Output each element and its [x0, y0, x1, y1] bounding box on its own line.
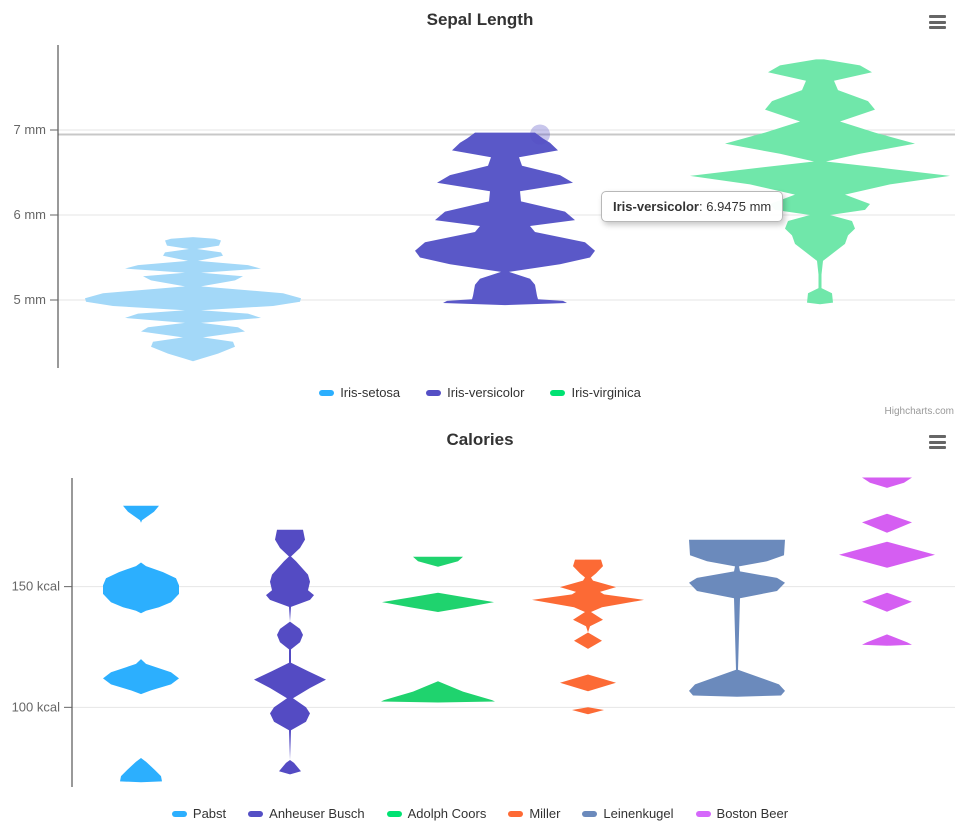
violin-plot-sepal-length: 7 mm 6 mm 5 mm [14, 45, 955, 368]
hamburger-icon [929, 435, 946, 438]
legend-swatch [248, 810, 264, 817]
legend-item-miller[interactable]: Miller [508, 806, 560, 821]
legend-item-iris-setosa[interactable]: Iris-setosa [319, 385, 400, 400]
chart-calories: Calories 150 kcal 100 kcal Pabst Anheuser … [0, 420, 960, 823]
legend-swatch [426, 389, 442, 396]
chart-menu-button[interactable] [929, 15, 946, 29]
violin-iris-versicolor[interactable] [415, 132, 595, 306]
tooltip: Iris-versicolor: 6.9475 mm [601, 191, 784, 222]
legend-label: Adolph Coors [407, 806, 487, 821]
tooltip-value: : 6.9475 mm [699, 199, 772, 214]
y-axis-label: 6 mm [14, 207, 47, 222]
legend-label: Iris-setosa [340, 385, 401, 400]
legend-label: Miller [529, 806, 561, 821]
legend-item-adolph-coors[interactable]: Adolph Coors [386, 806, 487, 821]
hamburger-icon [929, 446, 946, 449]
violin-iris-setosa[interactable] [85, 237, 301, 362]
hover-point-marker [530, 124, 550, 145]
hamburger-icon [929, 26, 946, 29]
y-axis-label: 100 kcal [12, 699, 61, 714]
legend-item-leinenkugel[interactable]: Leinenkugel [582, 806, 674, 821]
legend-label: Iris-virginica [571, 385, 641, 400]
legend-item-boston-beer[interactable]: Boston Beer [695, 806, 789, 821]
violin-pabst[interactable] [103, 505, 179, 783]
legend-swatch [508, 810, 524, 817]
violin-plot-calories: 150 kcal 100 kcal [12, 477, 955, 787]
violin-miller[interactable] [532, 559, 644, 715]
violin-leinenkugel[interactable] [689, 539, 785, 697]
legend-swatch [171, 810, 187, 817]
violin-iris-virginica[interactable] [690, 59, 950, 305]
legend: Iris-setosa Iris-versicolor Iris-virginica [0, 385, 960, 400]
hamburger-icon [929, 440, 946, 444]
highcharts-credit-link[interactable]: Highcharts.com [884, 406, 954, 417]
legend-item-iris-virginica[interactable]: Iris-virginica [550, 385, 641, 400]
legend-swatch [695, 810, 711, 817]
legend-item-pabst[interactable]: Pabst [171, 806, 227, 821]
legend-swatch [319, 389, 335, 396]
chart-sepal-length: Sepal Length 7 mm 6 mm 5 mm Iris-versicolo… [0, 10, 960, 417]
legend-item-anheuser-busch[interactable]: Anheuser Busch [248, 806, 365, 821]
chart-title: Sepal Length [426, 10, 534, 29]
hamburger-icon [929, 15, 946, 18]
legend-swatch [582, 810, 598, 817]
legend-label: Boston Beer [716, 806, 789, 821]
legend: Pabst Anheuser Busch Adolph Coors Miller Lei… [0, 806, 960, 821]
legend-label: Leinenkugel [603, 806, 674, 821]
legend-label: Anheuser Busch [269, 806, 365, 821]
y-axis-label: 150 kcal [12, 579, 61, 594]
y-axis-label: 7 mm [14, 122, 47, 137]
legend-swatch [386, 810, 402, 817]
chart-title: Calories [446, 430, 514, 449]
tooltip-series-name: Iris-versicolor [613, 199, 699, 214]
legend-swatch [550, 389, 566, 396]
violin-boston-beer[interactable] [839, 477, 935, 646]
violin-anheuser-busch[interactable] [254, 529, 326, 775]
legend-label: Pabst [192, 806, 227, 821]
legend-label: Iris-versicolor [447, 385, 525, 400]
legend-item-iris-versicolor[interactable]: Iris-versicolor [426, 385, 524, 400]
chart-menu-button[interactable] [929, 435, 946, 449]
hamburger-icon [929, 20, 946, 24]
y-axis-label: 5 mm [14, 292, 47, 307]
violin-adolph-coors[interactable] [381, 556, 495, 703]
